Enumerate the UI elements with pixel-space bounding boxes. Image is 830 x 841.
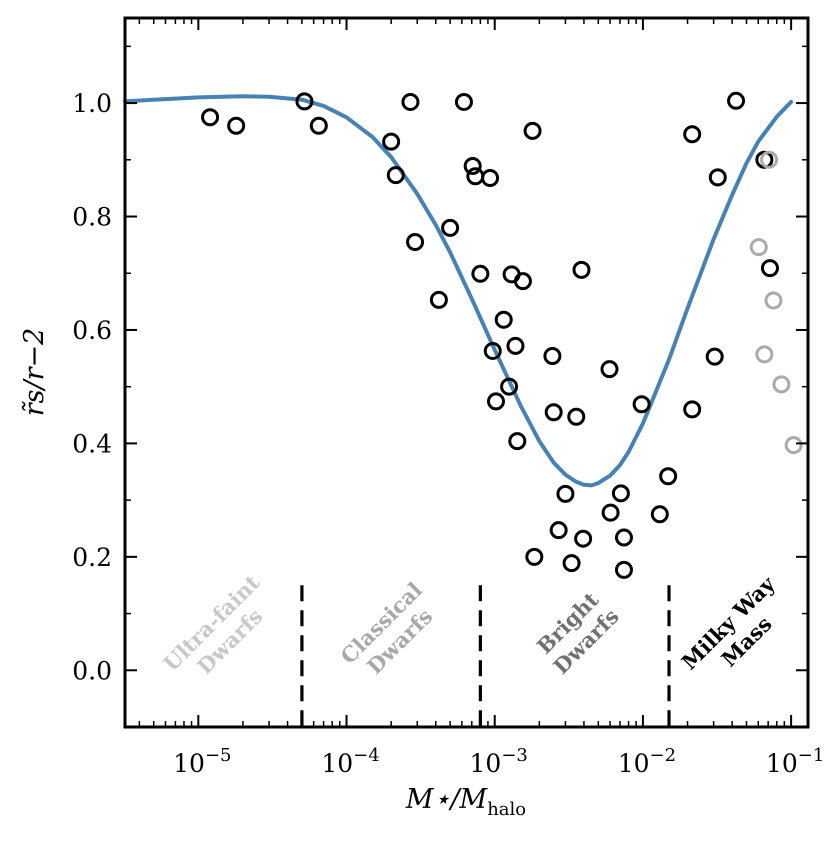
data-point: [386, 166, 405, 185]
x-tick-label: 10−4: [321, 745, 379, 778]
data-point: [454, 92, 473, 111]
y-axis-title: r̃s/r−2: [19, 328, 50, 417]
data-point: [683, 400, 702, 419]
data-point: [572, 260, 591, 279]
plot-frame: [123, 16, 810, 729]
data-point: [760, 150, 779, 169]
data-point: [463, 157, 482, 176]
x-tick-label: 10−1: [766, 745, 824, 778]
x-tick-label-base: 10: [766, 749, 798, 778]
x-tick-label-base: 10: [321, 749, 353, 778]
y-tick-label: 0.6: [72, 316, 112, 345]
data-point: [601, 503, 620, 522]
x-tick-label: 10−5: [173, 745, 231, 778]
data-point: [683, 125, 702, 144]
x-tick-label-exponent: −3: [501, 745, 528, 766]
data-point: [401, 92, 420, 111]
data-point: [772, 375, 791, 394]
y-tick-label: 0.0: [72, 656, 112, 685]
x-tick-label-base: 10: [618, 749, 650, 778]
data-point: [650, 505, 669, 524]
data-point: [513, 272, 532, 291]
data-point: [544, 403, 563, 422]
data-point: [382, 132, 401, 151]
data-point: [483, 341, 502, 360]
data-point: [494, 310, 513, 329]
data-point: [486, 392, 505, 411]
data-point: [406, 233, 425, 252]
data-point: [481, 168, 500, 187]
x-tick-label-exponent: −4: [353, 745, 380, 766]
data-point: [309, 116, 328, 135]
data-point: [466, 167, 485, 186]
x-tick-label-base: 10: [173, 749, 205, 778]
y-tick-label: 1.0: [72, 89, 112, 118]
x-axis-title: M⋆/Mhalo: [405, 784, 526, 820]
x-tick-label-exponent: −1: [798, 745, 825, 766]
data-point: [523, 121, 542, 140]
data-point: [429, 290, 448, 309]
data-point: [295, 92, 314, 111]
data-point: [471, 264, 490, 283]
data-point: [525, 547, 544, 566]
data-point: [574, 529, 593, 548]
data-point: [227, 116, 246, 135]
x-tick-label-base: 10: [470, 749, 502, 778]
data-point: [441, 218, 460, 237]
data-point: [506, 336, 525, 355]
data-point: [614, 560, 633, 579]
data-point: [727, 91, 746, 110]
x-tick-label: 10−2: [618, 745, 676, 778]
data-point: [543, 347, 562, 366]
y-tick-label: 0.8: [72, 203, 112, 232]
x-tick-label: 10−3: [470, 745, 528, 778]
x-axis-title-subscript: halo: [487, 799, 526, 820]
data-point: [562, 554, 581, 573]
data-point: [611, 484, 630, 503]
x-tick-label-exponent: −2: [650, 745, 677, 766]
data-point: [764, 291, 783, 310]
data-point: [632, 395, 651, 414]
data-point: [755, 345, 774, 364]
tick-layer: 0.00.20.40.60.81.010−5 10−4 10−3 10−2 10−1: [72, 18, 824, 778]
data-point: [614, 528, 633, 547]
data-point: [784, 436, 803, 455]
data-point: [760, 259, 779, 278]
data-point: [556, 484, 575, 503]
data-point: [659, 467, 678, 486]
y-tick-label: 0.4: [72, 429, 112, 458]
data-point: [567, 407, 586, 426]
x-tick-label-exponent: −5: [205, 745, 232, 766]
data-point: [708, 168, 727, 187]
data-point: [549, 521, 568, 540]
data-point: [705, 347, 724, 366]
fit-curve: [123, 94, 794, 488]
data-point: [600, 360, 619, 379]
data-point: [749, 238, 768, 257]
y-tick-label: 0.2: [72, 543, 112, 572]
data-point: [500, 377, 519, 396]
data-point: [508, 432, 527, 451]
data-point: [201, 108, 220, 127]
